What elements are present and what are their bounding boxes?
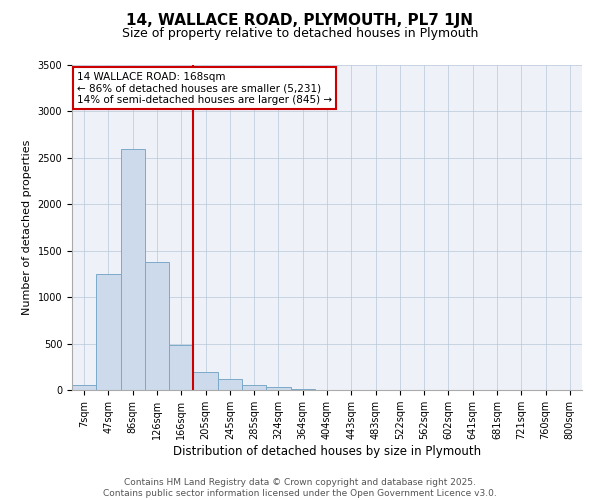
Bar bbox=[242, 385, 266, 390]
Bar bbox=[96, 274, 121, 390]
Bar bbox=[169, 344, 193, 390]
Y-axis label: Number of detached properties: Number of detached properties bbox=[22, 140, 32, 315]
X-axis label: Distribution of detached houses by size in Plymouth: Distribution of detached houses by size … bbox=[173, 445, 481, 458]
Bar bbox=[193, 372, 218, 390]
Bar bbox=[266, 387, 290, 390]
Bar bbox=[218, 380, 242, 390]
Bar bbox=[290, 389, 315, 390]
Text: Contains HM Land Registry data © Crown copyright and database right 2025.
Contai: Contains HM Land Registry data © Crown c… bbox=[103, 478, 497, 498]
Text: 14, WALLACE ROAD, PLYMOUTH, PL7 1JN: 14, WALLACE ROAD, PLYMOUTH, PL7 1JN bbox=[127, 12, 473, 28]
Bar bbox=[145, 262, 169, 390]
Bar bbox=[72, 386, 96, 390]
Text: 14 WALLACE ROAD: 168sqm
← 86% of detached houses are smaller (5,231)
14% of semi: 14 WALLACE ROAD: 168sqm ← 86% of detache… bbox=[77, 72, 332, 104]
Bar bbox=[121, 148, 145, 390]
Text: Size of property relative to detached houses in Plymouth: Size of property relative to detached ho… bbox=[122, 28, 478, 40]
